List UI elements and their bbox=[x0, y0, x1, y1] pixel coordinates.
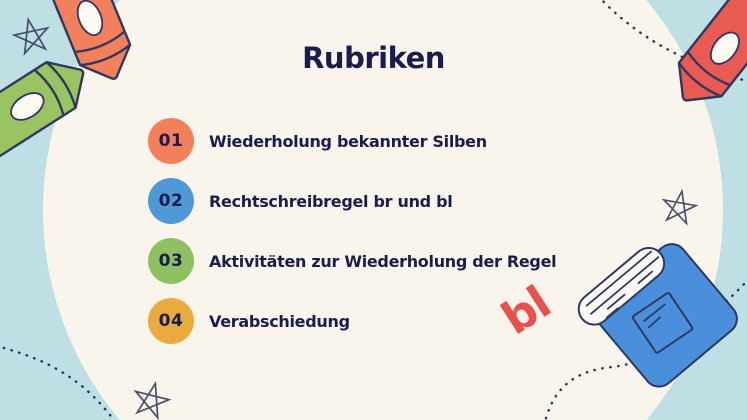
book-page-lines bbox=[585, 250, 660, 319]
item-number-badge: 04 bbox=[148, 298, 194, 344]
dotted-curve-bottom-left bbox=[0, 345, 116, 420]
list-item: 02 Rechtschreibregel br und bl bbox=[148, 178, 556, 224]
book-label bbox=[631, 292, 694, 354]
list-item: 01 Wiederholung bekannter Silben bbox=[148, 118, 556, 164]
list-item: 04 Verabschiedung bbox=[148, 298, 556, 344]
item-number-badge: 02 bbox=[148, 178, 194, 224]
page-title: Rubriken bbox=[302, 41, 445, 75]
item-label: Aktivitäten zur Wiederholung der Regel bbox=[209, 251, 557, 271]
dotted-curve-top-right bbox=[600, 0, 747, 83]
item-number: 02 bbox=[158, 191, 184, 211]
item-number-badge: 03 bbox=[148, 238, 194, 284]
item-label: Wiederholung bekannter Silben bbox=[209, 131, 487, 151]
item-label: Verabschiedung bbox=[209, 311, 350, 331]
item-number: 01 bbox=[158, 131, 184, 151]
item-number: 04 bbox=[158, 311, 184, 331]
list-item: 03 Aktivitäten zur Wiederholung der Rege… bbox=[148, 238, 557, 284]
item-label: Rechtschreibregel br und bl bbox=[209, 191, 453, 211]
item-number-badge: 01 bbox=[148, 118, 194, 164]
agenda-list: 01 Wiederholung bekannter Silben 02 Rech… bbox=[148, 118, 557, 358]
item-number: 03 bbox=[158, 251, 184, 271]
cream-blob bbox=[43, 0, 723, 420]
book-icon bbox=[577, 243, 738, 388]
